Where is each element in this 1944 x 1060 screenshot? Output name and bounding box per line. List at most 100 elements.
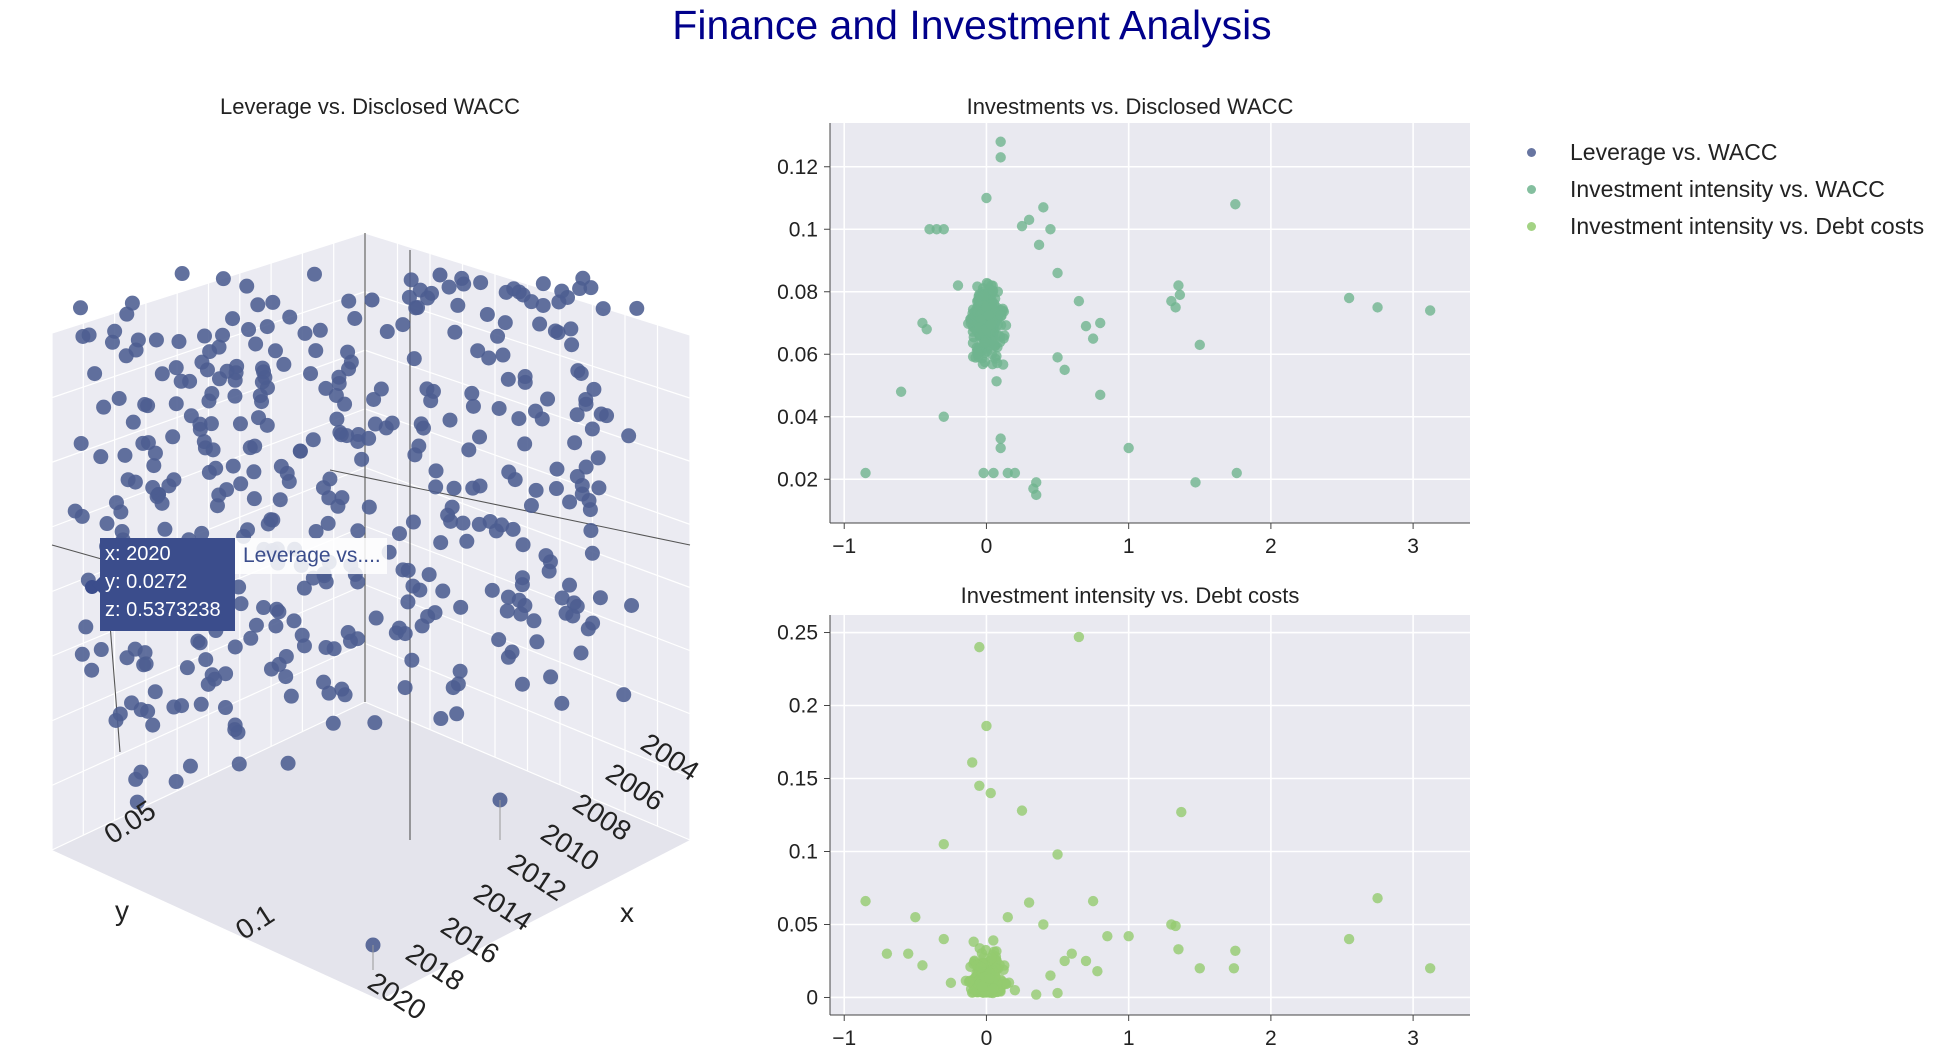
data-point bbox=[558, 605, 574, 621]
data-point bbox=[567, 435, 583, 451]
data-point bbox=[75, 328, 91, 344]
chart-title-3d: Leverage vs. Disclosed WACC bbox=[220, 94, 520, 119]
data-point bbox=[225, 458, 241, 474]
data-point bbox=[1190, 477, 1201, 488]
data-point bbox=[595, 301, 611, 317]
data-point bbox=[578, 396, 594, 412]
data-point bbox=[1424, 963, 1436, 974]
scatter-plot-debt-costs[interactable]: −1 0 1 2 3 0 0.05 0.1 0.15 0.2 0.25 bbox=[777, 615, 1470, 1050]
data-point bbox=[1095, 317, 1106, 329]
legend-item-investment-wacc[interactable]: Investment intensity vs. WACC bbox=[1515, 171, 1924, 208]
data-point bbox=[1123, 442, 1134, 454]
data-point bbox=[250, 297, 266, 313]
y-tick-label: 0.25 bbox=[777, 622, 818, 645]
data-point bbox=[405, 514, 421, 530]
grid-line-horizontal-right bbox=[364, 701, 691, 841]
data-point bbox=[194, 354, 210, 370]
data-point bbox=[209, 498, 225, 514]
data-point bbox=[472, 429, 488, 445]
data-point bbox=[974, 943, 985, 954]
data-point bbox=[1031, 989, 1042, 1000]
data-point bbox=[976, 981, 988, 992]
data-point bbox=[1028, 483, 1039, 494]
data-point bbox=[985, 319, 996, 330]
data-point bbox=[968, 936, 979, 947]
data-point bbox=[515, 287, 531, 303]
data-point bbox=[464, 385, 480, 401]
data-point bbox=[484, 582, 500, 598]
data-point bbox=[514, 676, 530, 692]
data-point bbox=[629, 300, 645, 316]
legend-item-leverage[interactable]: Leverage vs. WACC bbox=[1515, 134, 1924, 171]
y-axis-title-3d: y bbox=[115, 895, 129, 926]
data-point bbox=[320, 515, 336, 531]
data-point bbox=[472, 478, 488, 494]
scatter-plot-wacc[interactable]: −1 0 1 2 3 0.02 0.04 0.06 0.08 0.1 0.12 bbox=[777, 123, 1470, 558]
data-point bbox=[354, 451, 370, 467]
data-point bbox=[1073, 295, 1085, 307]
data-point bbox=[499, 603, 515, 619]
data-point bbox=[433, 535, 449, 551]
data-point bbox=[350, 631, 366, 647]
data-point bbox=[117, 447, 133, 463]
data-point bbox=[974, 780, 985, 792]
data-point bbox=[215, 271, 231, 287]
data-point bbox=[621, 428, 637, 444]
data-point bbox=[981, 192, 992, 204]
data-point bbox=[986, 348, 998, 360]
scene-3d[interactable]: 2004200620082010201220142016201820200.05… bbox=[51, 232, 705, 1026]
data-point bbox=[1087, 333, 1099, 344]
data-point bbox=[263, 661, 279, 677]
data-point bbox=[350, 523, 366, 539]
data-point bbox=[312, 322, 328, 338]
data-point bbox=[985, 787, 996, 799]
data-point bbox=[528, 482, 544, 498]
legend-marker-debt-costs bbox=[1527, 222, 1536, 231]
data-point bbox=[505, 521, 521, 537]
data-point bbox=[881, 948, 893, 959]
grid-line-horizontal-right bbox=[364, 584, 691, 715]
data-point bbox=[366, 391, 382, 407]
data-point bbox=[147, 684, 163, 700]
data-point bbox=[286, 613, 302, 629]
data-point bbox=[118, 348, 134, 364]
data-point bbox=[938, 933, 949, 945]
data-point bbox=[549, 461, 565, 477]
tooltip-y: y: 0.0272 bbox=[105, 571, 188, 593]
y-tick-label: 0.06 bbox=[777, 343, 818, 366]
data-point bbox=[281, 474, 297, 490]
tooltip-x: x: 2020 bbox=[105, 543, 171, 565]
data-point bbox=[978, 290, 989, 301]
data-point bbox=[575, 270, 591, 286]
legend-item-debt-costs[interactable]: Investment intensity vs. Debt costs bbox=[1515, 208, 1924, 245]
data-point bbox=[988, 983, 999, 994]
data-point bbox=[259, 319, 275, 335]
data-point bbox=[361, 499, 377, 515]
data-point bbox=[952, 280, 964, 291]
data-point bbox=[535, 276, 551, 292]
data-point bbox=[168, 774, 184, 790]
data-point bbox=[1059, 955, 1070, 967]
x-tick-label: 1 bbox=[1123, 1027, 1135, 1050]
data-point bbox=[1016, 805, 1028, 816]
data-point bbox=[337, 687, 353, 703]
data-point bbox=[554, 695, 570, 711]
data-point bbox=[405, 578, 421, 594]
data-point bbox=[397, 626, 413, 642]
data-point bbox=[400, 594, 416, 610]
data-point bbox=[161, 478, 177, 494]
data-point bbox=[535, 297, 551, 313]
data-point bbox=[1038, 919, 1049, 930]
data-point bbox=[938, 838, 949, 850]
data-point bbox=[278, 669, 294, 685]
data-point bbox=[297, 325, 313, 341]
data-point bbox=[1170, 302, 1181, 313]
data-point bbox=[538, 548, 554, 564]
data-point bbox=[446, 480, 462, 496]
data-point bbox=[265, 512, 281, 528]
data-point bbox=[1087, 895, 1099, 907]
data-point bbox=[179, 660, 195, 676]
data-point bbox=[988, 467, 999, 479]
data-point bbox=[517, 369, 533, 385]
